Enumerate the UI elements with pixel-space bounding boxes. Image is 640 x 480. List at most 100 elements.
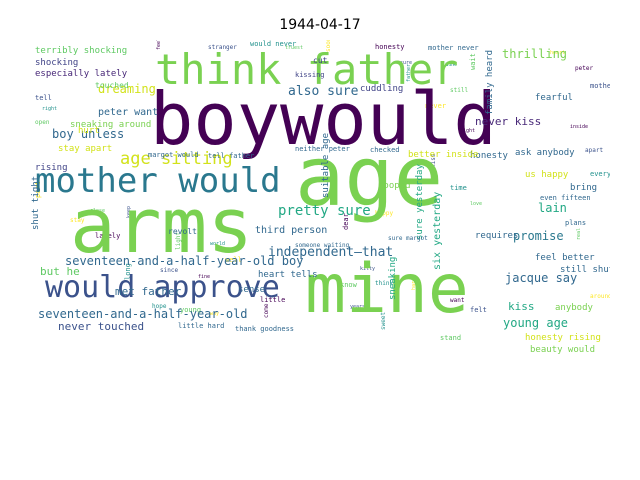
filler-word: young xyxy=(180,306,201,314)
word-never-kiss: never kiss xyxy=(475,115,541,128)
word-would-approve: would approve xyxy=(45,270,280,305)
filler-word: hope xyxy=(152,303,167,310)
word-anybody: anybody xyxy=(555,303,594,313)
word-checked: checked xyxy=(370,146,400,154)
word-sure-margot: sure margot xyxy=(388,235,428,242)
word-kiss: kiss xyxy=(508,300,535,313)
word-tell-father: tell father xyxy=(208,152,254,160)
word-also-sure: also sure xyxy=(288,84,359,99)
word-still-shut: still shut xyxy=(560,265,610,275)
filler-word: would never xyxy=(250,40,296,48)
word-cooped: cooped xyxy=(378,181,411,191)
filler-word: long xyxy=(124,263,132,280)
word-peter-want: peter want xyxy=(98,107,158,118)
word-suitable-age: suitable age xyxy=(321,133,331,198)
filler-word: open xyxy=(35,119,50,126)
filler-word: little xyxy=(260,296,285,304)
word-margot-would: margot would xyxy=(148,151,199,159)
word-arms: arms xyxy=(70,181,253,270)
word-thank-goodness: thank goodness xyxy=(235,325,294,333)
word-stay-apart: stay apart xyxy=(58,144,112,154)
word-lain: lain xyxy=(538,201,567,215)
word-heart-tells: heart tells xyxy=(258,270,318,280)
word-fearful: fearful xyxy=(535,93,573,103)
word-even-fifteen: even fifteen xyxy=(540,194,591,202)
filler-word: felt xyxy=(470,306,487,314)
word-sneaking-around: sneaking around xyxy=(70,120,151,130)
word-plans: plans xyxy=(565,219,586,227)
word-requires: requires xyxy=(475,231,518,241)
filler-word: want xyxy=(450,297,465,304)
word-third-person: third person xyxy=(255,225,327,236)
filler-word: right xyxy=(42,106,57,112)
word-young-age: young age xyxy=(503,316,568,330)
filler-word: dear xyxy=(342,213,350,230)
word-jacque-say: jacque say xyxy=(505,271,577,285)
filler-word: lately xyxy=(95,232,120,240)
filler-word: still xyxy=(450,87,468,94)
word-cuddling: cuddling xyxy=(360,84,403,94)
filler-word: since xyxy=(160,267,178,274)
word-thrilling: thrilling xyxy=(502,47,567,61)
word-age-sitting: age sitting xyxy=(120,149,233,169)
word-ask-anybody: ask anybody xyxy=(515,148,575,158)
filler-word: way xyxy=(210,311,219,317)
filler-word: every xyxy=(590,170,610,178)
filler-word: sure xyxy=(400,60,412,66)
chart-title: 1944-04-17 xyxy=(279,17,361,33)
filler-word: hard xyxy=(411,278,417,290)
word-think-father: think father xyxy=(155,45,458,94)
word-honesty: honesty xyxy=(470,151,509,161)
filler-word: know xyxy=(340,281,358,289)
filler-word: wait xyxy=(469,53,477,70)
filler-word: peter xyxy=(575,65,593,72)
word-sense: sense xyxy=(238,285,265,295)
word-age: age xyxy=(295,130,443,225)
filler-word: light xyxy=(175,232,182,250)
word-terribly-shocking: terribly shocking xyxy=(35,46,127,56)
filler-word: happy xyxy=(375,210,393,217)
word-boy-unless: boy unless xyxy=(52,127,124,141)
word-kissing: kissing xyxy=(295,71,325,79)
word-neither-peter: neither peter xyxy=(295,145,350,153)
word-met-father: met father xyxy=(115,285,182,298)
filler-word: father xyxy=(406,64,412,82)
word-family-heard: family heard xyxy=(485,50,495,115)
word-boywould: boywould xyxy=(150,77,497,161)
filler-word: real xyxy=(576,228,582,240)
word-mother-never: mother never xyxy=(428,44,479,52)
word-little-hard: little hard xyxy=(178,322,224,330)
word-shocking: shocking xyxy=(35,58,78,68)
filler-word: well xyxy=(225,256,242,264)
word-someone-waiting: someone waiting xyxy=(295,242,350,249)
word-revolt: revolt xyxy=(168,227,197,236)
filler-word: feeling xyxy=(156,40,162,50)
filler-word: fine xyxy=(198,274,210,280)
word-dreaming: dreaming xyxy=(98,82,156,96)
filler-word: love xyxy=(470,201,482,207)
word-rising: rising xyxy=(35,163,68,173)
word-us-happy: us happy xyxy=(525,170,569,180)
filler-word: kitty xyxy=(360,266,375,272)
word-cut: cut xyxy=(313,56,328,65)
word-shut-tight: shut tight xyxy=(31,176,41,230)
filler-word: honesty xyxy=(375,43,405,51)
word-seventeen-and-a-half-year-old-boy: seventeen-and-a-half-year-old boy xyxy=(65,254,303,268)
filler-word: apart xyxy=(585,147,603,154)
word-especially-lately: especially lately xyxy=(35,69,128,79)
word-mother-would: mother would xyxy=(35,161,281,201)
filler-word: time xyxy=(450,184,467,192)
filler-word: keep xyxy=(126,206,132,218)
filler-word: stay xyxy=(70,217,85,224)
filler-word: close xyxy=(90,208,105,214)
filler-word: inside xyxy=(570,124,588,130)
filler-word: truest xyxy=(285,45,303,51)
filler-word: tight xyxy=(460,128,475,134)
filler-word: part xyxy=(34,181,42,198)
word-seventeen-and-a-half-year-old: seventeen-and-a-half-year-old xyxy=(38,307,248,321)
word-never-touched: never touched xyxy=(58,320,144,333)
filler-word: tell xyxy=(35,94,52,102)
filler-word: soon xyxy=(325,40,332,52)
word-mine: mine xyxy=(305,250,469,329)
